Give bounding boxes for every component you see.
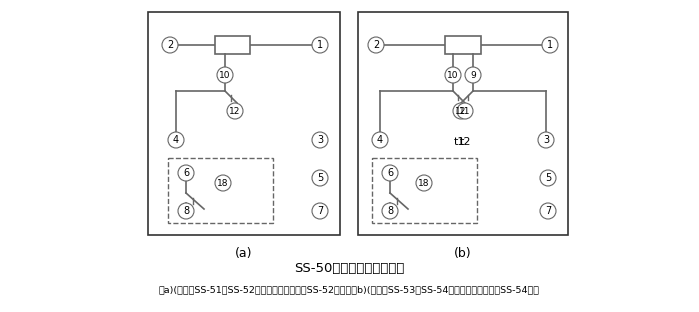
Circle shape: [312, 170, 328, 186]
Circle shape: [178, 165, 194, 181]
Text: SS-50系列背后端子接線圖: SS-50系列背后端子接線圖: [294, 261, 404, 275]
Text: 9: 9: [470, 71, 476, 80]
Circle shape: [312, 37, 328, 53]
Text: 18: 18: [418, 178, 430, 188]
Text: 2: 2: [167, 40, 173, 50]
Circle shape: [540, 203, 556, 219]
Text: （a)(背視）SS-51、SS-52型，圖中虛線部分僅SS-52型有；（b)(背視）SS-53、SS-54型，圖中虛線部分僅SS-54型有: （a)(背視）SS-51、SS-52型，圖中虛線部分僅SS-52型有；（b)(背…: [159, 285, 540, 295]
Text: 5: 5: [545, 173, 551, 183]
Bar: [148, 12, 340, 235]
Text: 2: 2: [373, 40, 379, 50]
Text: 7: 7: [317, 206, 323, 216]
Circle shape: [416, 175, 432, 191]
Text: 12: 12: [229, 106, 240, 115]
Text: 4: 4: [377, 135, 383, 145]
Text: 8: 8: [387, 206, 393, 216]
Text: 10: 10: [447, 71, 459, 80]
Circle shape: [312, 203, 328, 219]
Text: 6: 6: [387, 168, 393, 178]
Text: 1: 1: [547, 40, 553, 50]
Bar: [215, 36, 250, 54]
Circle shape: [162, 37, 178, 53]
Circle shape: [368, 37, 384, 53]
Bar: [372, 158, 477, 223]
Text: 11: 11: [459, 106, 470, 115]
Circle shape: [215, 175, 231, 191]
Bar: [358, 12, 568, 235]
Text: (a): (a): [236, 246, 253, 260]
Text: 5: 5: [317, 173, 323, 183]
Circle shape: [457, 103, 473, 119]
Circle shape: [312, 132, 328, 148]
Circle shape: [465, 67, 481, 83]
Circle shape: [178, 203, 194, 219]
Text: t1: t1: [454, 137, 465, 147]
Circle shape: [382, 165, 398, 181]
Text: 8: 8: [183, 206, 189, 216]
Circle shape: [227, 103, 243, 119]
Text: (b): (b): [454, 246, 472, 260]
Circle shape: [445, 67, 461, 83]
Circle shape: [538, 132, 554, 148]
Circle shape: [382, 203, 398, 219]
Text: 12: 12: [455, 106, 467, 115]
Text: 1: 1: [317, 40, 323, 50]
Bar: [168, 158, 273, 223]
Text: 7: 7: [545, 206, 551, 216]
Circle shape: [540, 170, 556, 186]
Circle shape: [168, 132, 184, 148]
Text: t2: t2: [459, 137, 470, 147]
Text: 3: 3: [543, 135, 549, 145]
Circle shape: [217, 67, 233, 83]
Text: 6: 6: [183, 168, 189, 178]
Text: 10: 10: [219, 71, 231, 80]
Circle shape: [453, 103, 469, 119]
Circle shape: [372, 132, 388, 148]
Bar: [445, 36, 481, 54]
Text: 4: 4: [173, 135, 179, 145]
Text: 3: 3: [317, 135, 323, 145]
Circle shape: [542, 37, 558, 53]
Text: 18: 18: [217, 178, 229, 188]
